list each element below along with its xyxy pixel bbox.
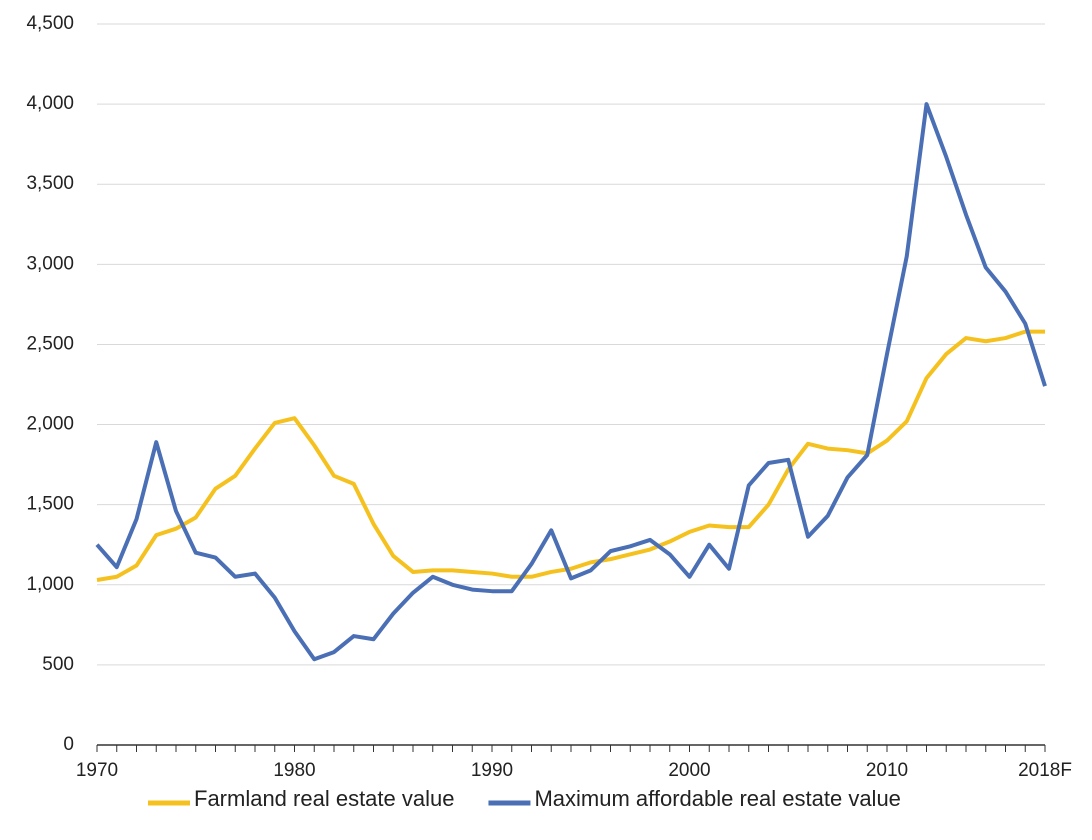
y-tick-label: 4,000 [26, 93, 74, 114]
x-tick-label: 1980 [273, 760, 315, 781]
y-tick-label: 3,000 [26, 253, 74, 274]
y-tick-label: 3,500 [26, 173, 74, 194]
x-tick-label: 1990 [471, 760, 513, 781]
x-tick-label: 2018F [1018, 760, 1072, 781]
y-tick-label: 500 [42, 654, 74, 675]
y-tick-label: 4,500 [26, 13, 74, 34]
line-series [96, 329, 1045, 582]
legend-label: Maximum affordable real estate value [534, 786, 900, 811]
y-tick-label: 2,000 [26, 414, 74, 435]
y-tick-label: 1,500 [26, 494, 74, 515]
x-tick-label: 2010 [866, 760, 908, 781]
legend-label: Farmland real estate value [194, 786, 454, 811]
y-tick-label: 2,500 [26, 333, 74, 354]
y-tick-label: 1,000 [26, 574, 74, 595]
x-tick-label: 1970 [76, 760, 118, 781]
line-series [95, 102, 1047, 662]
y-tick-label: 0 [63, 734, 74, 755]
x-tick-label: 2000 [668, 760, 710, 781]
